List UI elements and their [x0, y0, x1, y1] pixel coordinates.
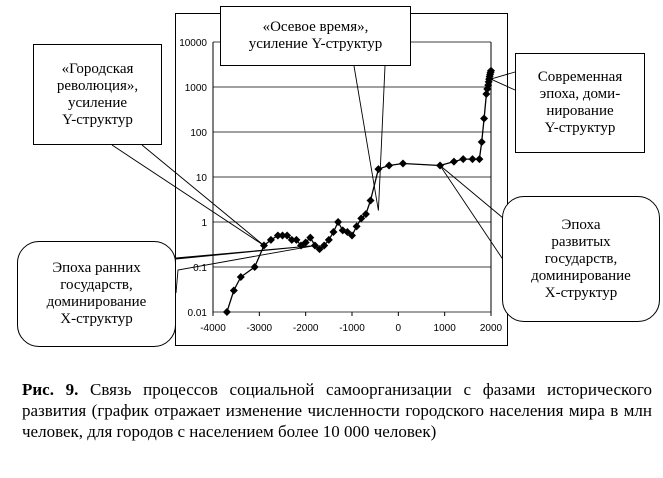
x-tick-label: 1000 — [434, 323, 457, 334]
data-point — [329, 227, 338, 236]
annotation-text: Современная эпоха, доми-нирование Y-структ… — [538, 69, 623, 137]
x-tick-label: -4000 — [200, 323, 226, 334]
x-tick-label: -1000 — [339, 323, 365, 334]
caption-text: Связь процессов социальной самоорганизац… — [22, 380, 652, 441]
callout-pointer — [353, 65, 386, 211]
data-point — [468, 155, 477, 164]
annotation-modern-era: Современная эпоха, доми-нирование Y-структ… — [515, 53, 645, 153]
data-point — [449, 157, 458, 166]
data-point — [292, 235, 301, 244]
annotation-line: нирование — [546, 103, 614, 119]
x-tick-label: -2000 — [293, 323, 319, 334]
annotation-line: государств, — [60, 277, 133, 293]
caption-label: Рис. 9. — [22, 380, 79, 399]
figure-caption: Рис. 9. Связь процессов социальной самоо… — [22, 379, 652, 442]
series-line — [226, 70, 492, 313]
data-point — [480, 114, 489, 123]
callout-pointer — [439, 165, 511, 271]
annotation-developed-states: Эпоха развитых государств, доминирование X-с… — [502, 196, 660, 322]
data-point — [475, 155, 484, 164]
annotation-line: Y-структур — [544, 120, 616, 136]
y-tick-label: 10 — [196, 173, 208, 184]
annotation-line: доминирование — [46, 294, 147, 310]
data-point — [357, 214, 366, 223]
data-point — [320, 241, 329, 250]
annotation-line: революция», — [56, 77, 139, 94]
data-point — [301, 238, 310, 247]
markers — [222, 66, 495, 316]
data-point — [250, 263, 259, 271]
data-point — [487, 66, 495, 75]
x-tick-labels: -4000 -3000 -2000 -1000 0 1000 2000 — [200, 323, 502, 334]
data-point — [273, 231, 282, 240]
data-point — [236, 272, 245, 281]
annotation-text: «Осевое время», усиление Y-структур — [249, 19, 383, 53]
annotation-line: эпоха, доми- — [539, 86, 621, 102]
callout-pointer — [111, 144, 265, 246]
y-tick-label: 0.01 — [188, 308, 208, 319]
x-tick-label: 0 — [396, 323, 402, 334]
data-point — [398, 159, 407, 168]
data-point — [385, 161, 394, 170]
y-tick-label: 1000 — [185, 83, 208, 94]
annotation-line: Эпоха — [561, 216, 601, 233]
data-point — [343, 227, 352, 236]
data-point — [352, 222, 361, 231]
grid-lines — [212, 41, 492, 316]
data-point — [259, 241, 268, 250]
data-point — [374, 165, 383, 174]
annotation-axial-age: «Осевое время», усиление Y-структур — [220, 6, 411, 66]
annotation-line: развитых — [551, 233, 611, 250]
y-tick-label: 100 — [190, 128, 207, 139]
data-point — [361, 210, 370, 219]
annotation-urban-revolution: «Городская революция», усиление Y-структур — [33, 44, 162, 145]
x-tick-label: -3000 — [247, 323, 273, 334]
annotation-line: Современная — [537, 69, 623, 85]
annotation-line: доминирование — [531, 267, 631, 284]
annotation-line: X-структур — [60, 311, 133, 327]
x-tick-label: 2000 — [480, 323, 503, 334]
data-point — [459, 155, 468, 164]
annotation-line: государств, — [544, 250, 618, 267]
data-point — [222, 308, 231, 316]
annotation-line: X-структур — [544, 284, 618, 301]
data-point — [334, 218, 343, 226]
data-point — [229, 286, 238, 295]
callout-pointer — [175, 245, 316, 294]
data-point — [306, 233, 315, 242]
data-point — [315, 245, 324, 254]
y-tick-label: 10000 — [179, 38, 207, 49]
annotation-line: Эпоха ранних — [52, 260, 141, 276]
annotation-early-states: Эпоха ранних государств, доминирование X-ст… — [17, 241, 176, 347]
data-point — [310, 241, 319, 250]
data-point — [366, 196, 375, 205]
annotation-line: «Осевое время», — [262, 19, 369, 35]
y-tick-label: 1 — [201, 218, 207, 229]
annotation-line: «Городская — [61, 60, 134, 77]
y-tick-label: 0.1 — [193, 263, 207, 274]
data-point — [283, 231, 292, 240]
data-point — [436, 161, 445, 170]
y-tick-labels: 0.01 0.1 1 10 100 1000 10000 — [179, 38, 207, 319]
annotation-text: Эпоха развитых государств, доминирование X-с… — [531, 217, 631, 302]
callout-pointer — [489, 71, 516, 91]
data-point — [324, 235, 333, 244]
annotation-line: усиление Y-структур — [248, 36, 383, 52]
data-point — [266, 235, 275, 244]
data-point — [278, 231, 287, 240]
annotation-text: Эпоха ранних государств, доминирование X-ст… — [47, 260, 147, 328]
annotation-line: усиление — [67, 94, 128, 111]
annotation-line: Y-структур — [62, 111, 133, 128]
annotation-text: «Городская революция», усиление Y-структур — [57, 61, 138, 129]
data-point — [348, 231, 356, 240]
data-point — [477, 137, 486, 146]
data-point — [287, 235, 296, 244]
